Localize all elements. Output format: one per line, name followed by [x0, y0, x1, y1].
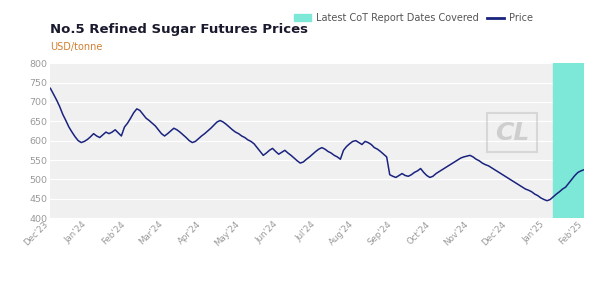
Text: CL: CL: [495, 121, 529, 145]
Bar: [553, 63, 584, 218]
Legend: Latest CoT Report Dates Covered, Price: Latest CoT Report Dates Covered, Price: [290, 9, 537, 27]
Text: No.5 Refined Sugar Futures Prices: No.5 Refined Sugar Futures Prices: [50, 23, 308, 36]
Text: USD/tonne: USD/tonne: [50, 42, 103, 52]
